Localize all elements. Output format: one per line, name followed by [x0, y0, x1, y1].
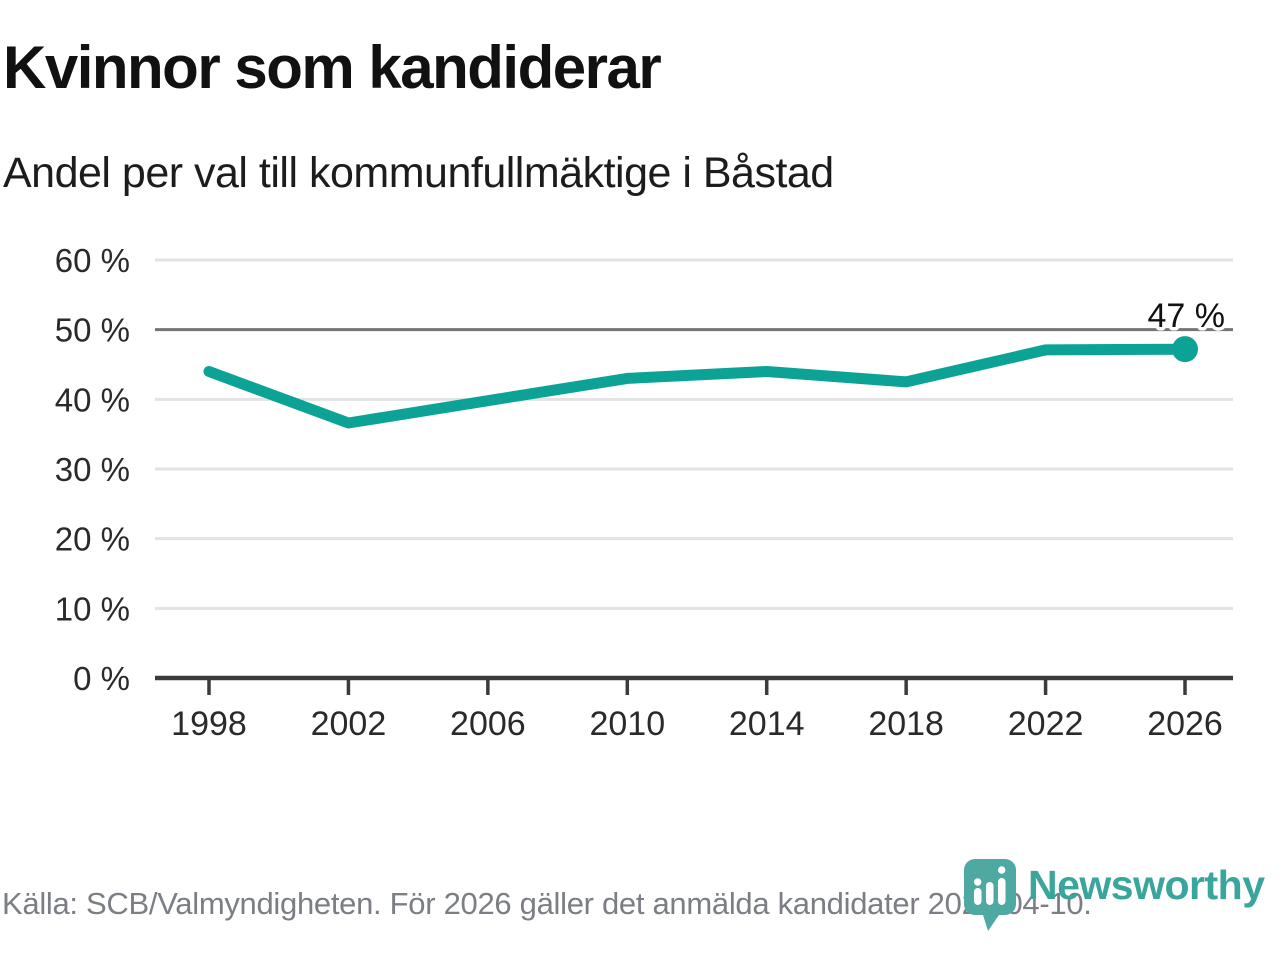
line-chart: 0 % 10 % 20 % 30 % 40 % 50 % 60 % 1998 2002 2006 2…	[55, 242, 1233, 743]
y-axis-label: 10 %	[55, 590, 130, 627]
y-axis-label: 40 %	[55, 381, 130, 418]
logo-bar-medium	[986, 882, 994, 905]
chart-title: Kvinnor som kandiderar	[3, 34, 662, 101]
x-axis-label: 2022	[1008, 705, 1084, 743]
logo-bar-short-dot	[974, 878, 982, 886]
source-note: Källa: SCB/Valmyndigheten. För 2026 gäll…	[2, 886, 1092, 921]
chart-subtitle: Andel per val till kommunfullmäktige i B…	[3, 149, 834, 197]
end-value-label: 47 %	[1148, 297, 1226, 335]
end-point-dot	[1172, 336, 1199, 363]
logo-bar-tall	[998, 878, 1006, 905]
x-axis-label: 2026	[1147, 705, 1223, 743]
x-axis-label: 2014	[729, 705, 805, 743]
logo-bar-tall-dot	[998, 866, 1006, 874]
y-axis-label: 0 %	[73, 660, 130, 697]
y-axis-label: 60 %	[55, 242, 130, 279]
logo-bar-short	[974, 888, 982, 905]
y-axis-label: 30 %	[55, 451, 130, 488]
x-axis-label: 2002	[311, 705, 387, 743]
x-axis-label: 1998	[171, 705, 247, 743]
newsworthy-logo-text: Newsworthy	[1028, 862, 1265, 908]
data-line	[203, 343, 1191, 429]
y-axis-label: 50 %	[55, 312, 130, 349]
newsworthy-logo: Newsworthy	[963, 858, 1265, 932]
x-axis-label: 2010	[589, 705, 665, 743]
y-axis-label: 20 %	[55, 521, 130, 558]
x-axis-label: 2018	[868, 705, 944, 743]
x-axis-label: 2006	[450, 705, 526, 743]
newsworthy-logo-icon	[964, 859, 1016, 931]
